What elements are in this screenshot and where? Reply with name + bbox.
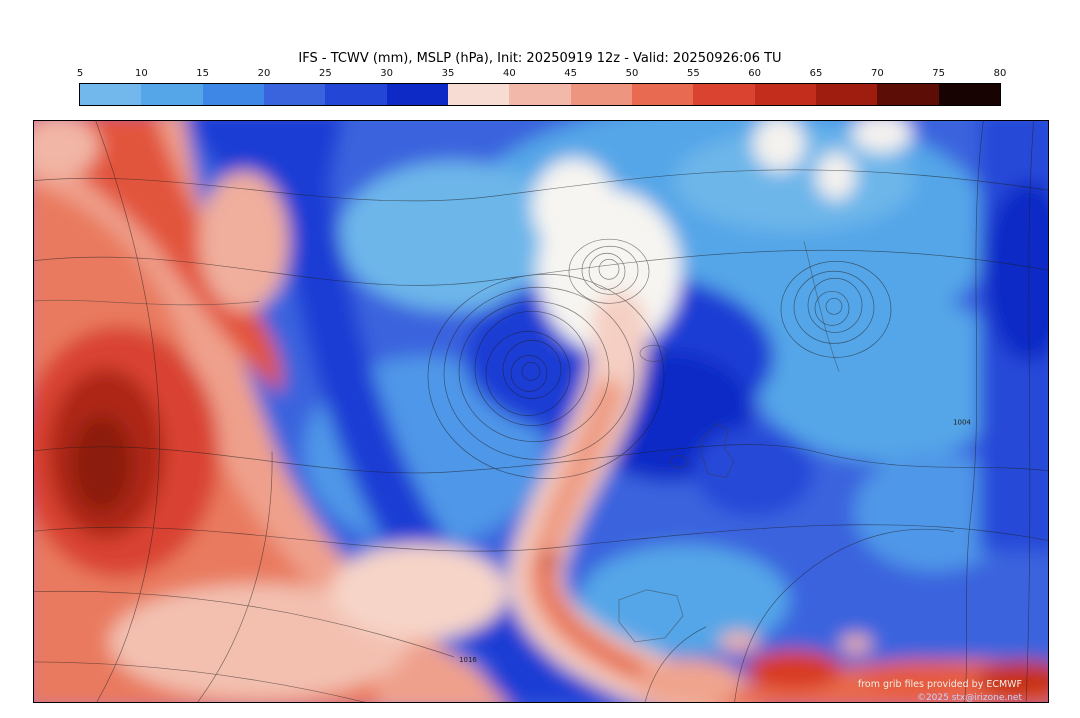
colorbar-tick: 5 (76, 68, 84, 79)
colorbar-cell (325, 84, 387, 105)
map: 1016 1004 from grib files provided by EC… (33, 120, 1049, 703)
colorbar-tick: 75 (932, 68, 946, 79)
colorbar-cell (386, 84, 448, 105)
colorbar-cell (877, 84, 939, 105)
map-svg: 1016 1004 from grib files provided by EC… (34, 121, 1048, 702)
colorbar-tick: 10 (134, 68, 148, 79)
cyclone-core (543, 551, 559, 568)
colorbar-cell (631, 84, 694, 105)
tcwv-fill-layer (34, 121, 1048, 702)
colorbar-tick: 40 (502, 68, 516, 79)
colorbar-tick: 60 (748, 68, 762, 79)
colorbar-tick: 20 (257, 68, 271, 79)
colorbar-cell (202, 84, 264, 105)
colorbar-cell (570, 84, 632, 105)
colorbar-cell (263, 84, 326, 105)
colorbar-tick: 30 (380, 68, 394, 79)
colorbar-tick: 50 (625, 68, 639, 79)
isobar-label: 1004 (953, 419, 971, 427)
isobar-label: 1016 (459, 656, 477, 664)
colorbar (79, 83, 1001, 106)
colorbar-cell (693, 84, 755, 105)
mslp-contours (34, 121, 1048, 702)
coastlines (34, 241, 840, 643)
colorbar-cell (447, 84, 510, 105)
colorbar-cell (141, 84, 203, 105)
credit-ecmwf: from grib files provided by ECMWF (858, 679, 1022, 690)
colorbar-tick: 80 (993, 68, 1007, 79)
colorbar-tick: 25 (318, 68, 332, 79)
colorbar-cell (815, 84, 878, 105)
colorbar-tick: 15 (196, 68, 210, 79)
colorbar-tick-labels: 5 10 15 20 25 30 35 40 45 50 55 60 65 70 75 80 (76, 68, 1007, 81)
colorbar-cell (754, 84, 816, 105)
credit-irizone: ©2025 stx@irizone.net (917, 693, 1022, 702)
chart-title: IFS - TCWV (mm), MSLP (hPa), Init: 20250… (298, 51, 782, 66)
colorbar-tick: 35 (441, 68, 455, 79)
colorbar-tick: 45 (564, 68, 578, 79)
colorbar-cell (938, 84, 1000, 105)
colorbar-cell (509, 84, 571, 105)
colorbar-cell (80, 84, 142, 105)
colorbar-tick: 70 (870, 68, 884, 79)
colorbar-tick: 55 (686, 68, 700, 79)
colorbar-tick: 65 (809, 68, 823, 79)
